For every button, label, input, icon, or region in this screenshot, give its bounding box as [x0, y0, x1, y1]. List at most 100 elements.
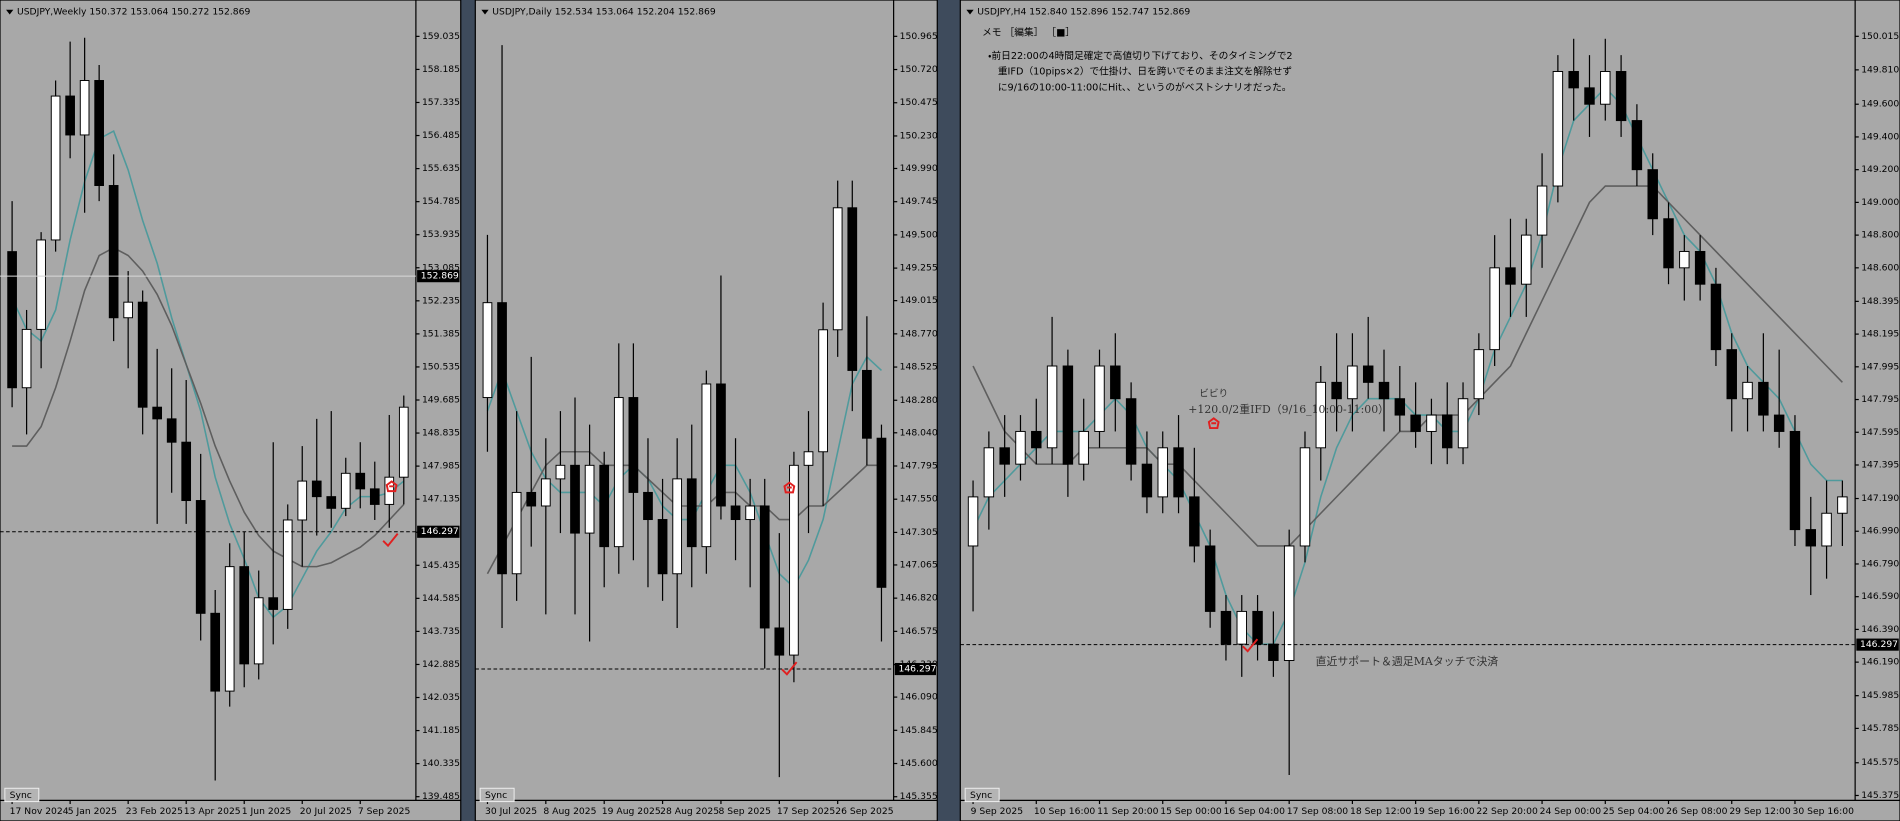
- candle-body: [398, 406, 409, 478]
- candle-body: [818, 329, 828, 453]
- moving-average: [486, 355, 883, 589]
- candle-body: [1426, 414, 1437, 432]
- price-label-box: [894, 662, 937, 676]
- y-tick-label: 148.040: [900, 427, 938, 438]
- y-tick-label: 147.995: [1861, 361, 1899, 372]
- x-tick-label: 22 Sep 20:00: [1476, 806, 1538, 817]
- moving-average: [972, 185, 1843, 547]
- y-tick-label: 150.535: [422, 361, 460, 372]
- y-tick-label: 147.065: [900, 559, 938, 570]
- candle-body: [1157, 447, 1168, 498]
- candle-body: [584, 464, 595, 534]
- candle-body: [1663, 218, 1674, 269]
- x-tick-label: 13 Apr 2025: [184, 806, 241, 817]
- candle-body: [628, 397, 639, 493]
- candle-body: [876, 437, 887, 588]
- y-tick-label: 147.395: [1861, 459, 1899, 470]
- candle-body: [1094, 365, 1105, 432]
- price-label: 146.297: [421, 526, 459, 537]
- y-tick-label: 148.525: [900, 362, 938, 373]
- candle-body: [967, 496, 979, 547]
- x-tick-label: 19 Aug 2025: [602, 806, 661, 817]
- candle-body: [1742, 381, 1753, 400]
- y-tick-label: 146.575: [900, 626, 938, 637]
- candle-body: [326, 496, 337, 509]
- candle-body: [1189, 496, 1200, 547]
- price-label: 146.297: [898, 664, 936, 675]
- price-label: 152.869: [421, 271, 459, 282]
- y-tick-label: 147.985: [422, 461, 460, 472]
- entry-icon: [1207, 417, 1220, 430]
- y-tick-label: 146.190: [1861, 657, 1899, 668]
- y-tick-label: 155.635: [422, 163, 460, 174]
- candle-body: [643, 491, 653, 521]
- candle-body: [1536, 185, 1548, 236]
- candle-body: [983, 447, 995, 498]
- candle-body: [1125, 398, 1137, 465]
- y-tick-label: 139.485: [422, 791, 460, 802]
- candle-body: [166, 418, 177, 443]
- candle-body: [1347, 365, 1358, 400]
- entry-label: +120.0/2重IFD（9/16_10:00-11:00）: [1188, 402, 1389, 416]
- exit-check: [1242, 638, 1259, 653]
- candle-body: [497, 302, 507, 575]
- candle-body: [657, 519, 668, 575]
- candle-body: [1173, 447, 1184, 498]
- candle-body: [482, 302, 493, 399]
- candle-body: [1600, 71, 1611, 105]
- y-tick-label: 150.475: [900, 97, 938, 108]
- candle-body: [297, 480, 308, 521]
- candle-body: [152, 406, 163, 420]
- y-tick-label: 158.185: [422, 64, 460, 75]
- y-tick-label: 145.575: [1861, 757, 1899, 768]
- candle-body: [65, 95, 75, 136]
- candle-body: [1457, 398, 1469, 449]
- x-tick-label: 17 Nov 2024: [10, 806, 69, 817]
- candle-body: [1015, 430, 1026, 465]
- memo-line: 重IFD（10pips×2）で仕掛け、日を跨いでそのまま注文を解除せず: [988, 65, 1292, 78]
- y-tick-label: 149.000: [1861, 197, 1899, 208]
- trade-markers: [382, 417, 1259, 676]
- y-tick-label: 145.375: [1861, 790, 1899, 801]
- y-tick-label: 148.835: [422, 428, 460, 439]
- candle-body: [686, 478, 697, 548]
- x-tick-label: 7 Sep 2025: [358, 806, 411, 817]
- candle-body: [1489, 267, 1500, 351]
- candle-body: [847, 207, 858, 371]
- sync-button: [4, 787, 40, 803]
- candle-body: [862, 369, 872, 439]
- candle-body: [526, 491, 537, 507]
- exit-check: [382, 532, 399, 548]
- moving-average: [486, 450, 882, 575]
- candle-body: [1821, 512, 1832, 547]
- y-tick-label: 148.395: [1861, 296, 1899, 307]
- candle-body: [268, 597, 279, 610]
- candle-body: [1568, 71, 1579, 89]
- exit-check: [781, 661, 798, 676]
- candle-body: [123, 301, 133, 319]
- entry-note: ビビり: [1199, 388, 1228, 400]
- price-label-box: [417, 525, 460, 538]
- candle-body: [195, 500, 206, 614]
- chart-panel: 150.015 149.810 149.600 149.400 149.200 149.0…: [959, 0, 1900, 821]
- candle-body: [570, 464, 580, 534]
- candle-body: [832, 207, 843, 331]
- y-tick-label: 147.305: [900, 527, 938, 538]
- candle-body: [774, 627, 785, 656]
- x-tick-label: 16 Sep 04:00: [1224, 806, 1286, 817]
- y-tick-label: 150.230: [900, 130, 938, 141]
- x-tick-label: 5 Jan 2025: [68, 806, 117, 817]
- candle-body: [181, 441, 192, 502]
- candle-body: [239, 566, 250, 665]
- candle-body: [1394, 398, 1406, 416]
- candle-body: [1552, 71, 1564, 187]
- title-arrow: [481, 9, 489, 15]
- sync-button: [479, 787, 515, 803]
- y-tick-label: 147.550: [900, 494, 938, 505]
- candle-body: [1362, 365, 1374, 383]
- x-tick-label: 11 Sep 20:00: [1097, 806, 1159, 817]
- plot-area: [959, 0, 1900, 821]
- y-tick-label: 152.235: [422, 295, 460, 306]
